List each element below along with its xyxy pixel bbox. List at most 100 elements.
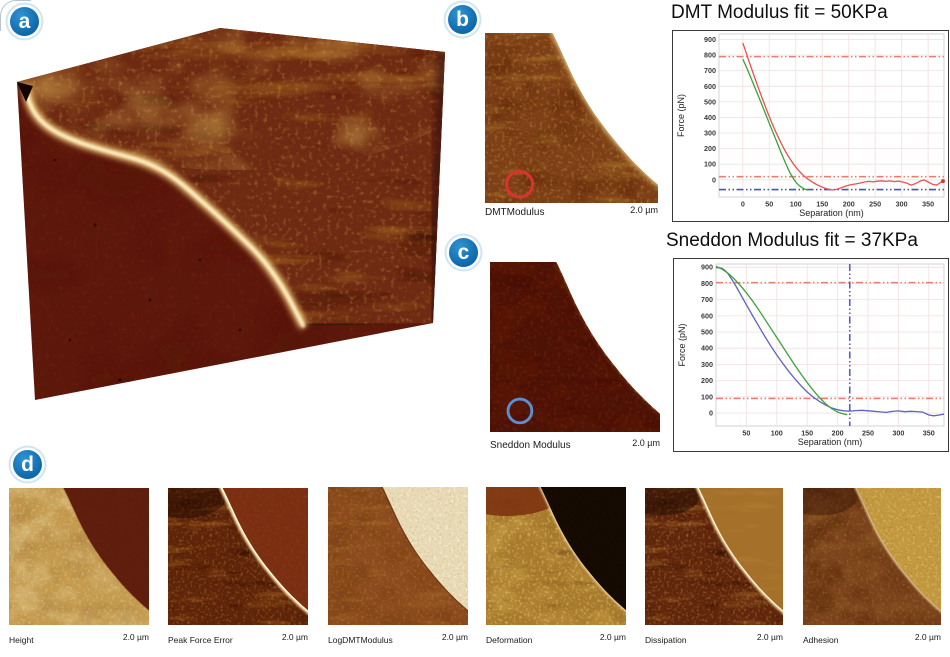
height-scale-bar: 2.0 µm xyxy=(123,627,149,645)
panel-c-scale-bar: 2.0 µm xyxy=(632,433,660,451)
panel-b-image-label: DMTModulus xyxy=(485,207,545,218)
curve-end-marker xyxy=(940,179,945,184)
panel-c-badge-letter: c xyxy=(457,241,470,264)
red-circle-marker xyxy=(505,170,535,199)
x-tick-label: 300 xyxy=(892,429,904,438)
y-tick-label: 500 xyxy=(704,97,716,106)
adhesion-caption: Adhesion 2.0 µm xyxy=(803,627,941,645)
panel-b-badge-letter: b xyxy=(456,8,469,31)
force-curve-series xyxy=(716,266,944,417)
x-tick-label: 100 xyxy=(771,429,783,438)
x-tick-label: 100 xyxy=(790,200,802,209)
afm-3d-topography-image xyxy=(17,28,445,400)
scale-bar-text: 2.0 µm xyxy=(281,632,308,642)
height-afm-image xyxy=(9,488,149,625)
scale-bar-text: 2.0 µm xyxy=(914,632,941,642)
peak-force-error-scale-bar: 2.0 µm xyxy=(282,627,308,645)
scale-bar-text: 2.0 µm xyxy=(122,632,149,642)
force-curve-series xyxy=(742,42,944,191)
y-tick-label: 600 xyxy=(704,82,716,91)
x-tick-label: 350 xyxy=(922,200,934,209)
scale-bar-text: 2.0 µm xyxy=(756,632,783,642)
panel-d-badge-letter: d xyxy=(21,453,34,476)
deformation-scale-bar: 2.0 µm xyxy=(600,627,626,645)
y-tick-label: 800 xyxy=(704,51,716,60)
blue-circle-marker xyxy=(506,397,534,425)
y-tick-label: 900 xyxy=(701,263,713,272)
dissipation-afm-image xyxy=(645,488,783,625)
panel-c-badge: c xyxy=(449,238,478,267)
scale-bar-text: 2.0 µm xyxy=(441,632,468,642)
sneddon-chart-title: Sneddon Modulus fit = 37KPa xyxy=(666,230,918,251)
x-tick-label: 200 xyxy=(832,429,844,438)
x-tick-label: 150 xyxy=(801,429,813,438)
height-label: Height xyxy=(9,635,34,645)
y-tick-label: 200 xyxy=(701,376,713,385)
x-tick-label: 300 xyxy=(896,200,908,209)
y-tick-label: 0 xyxy=(712,175,716,184)
height-caption: Height 2.0 µm xyxy=(9,627,149,645)
x-tick-label: 250 xyxy=(869,200,881,209)
y-tick-label: 300 xyxy=(704,129,716,138)
adhesion-scale-bar: 2.0 µm xyxy=(915,627,941,645)
panel-c-image-label: Sneddon Modulus xyxy=(490,440,571,451)
y-tick-label: 600 xyxy=(701,311,713,320)
panel-a-badge-letter: a xyxy=(18,10,31,33)
figure-rounded-corner xyxy=(0,0,31,31)
Sneddon-fit-series xyxy=(716,265,848,416)
log-dmt-modulus-label: LogDMTModulus xyxy=(328,635,393,645)
panel-c-caption: Sneddon Modulus 2.0 µm xyxy=(490,433,660,451)
y-tick-label: 900 xyxy=(704,35,716,44)
x-tick-label: 0 xyxy=(741,200,745,209)
dmt-modulus-afm-image xyxy=(485,33,658,203)
y-tick-label: 500 xyxy=(701,328,713,337)
dissipation-label: Dissipation xyxy=(645,635,687,645)
dmt-force-curve-chart: 0 50 100 150 200 250 300 350 0 100 200 300 400 500 600… xyxy=(672,30,949,222)
scale-bar-text: 2.0 µm xyxy=(599,632,626,642)
panel-a-badge: a xyxy=(10,7,39,36)
y-tick-label: 800 xyxy=(701,279,713,288)
plot-area xyxy=(715,263,945,427)
y-tick-label: 200 xyxy=(704,144,716,153)
log-dmt-modulus-caption: LogDMTModulus 2.0 µm xyxy=(328,627,468,645)
panel-d-badge: d xyxy=(13,450,42,479)
y-tick-label: 100 xyxy=(701,392,713,401)
x-tick-label: 250 xyxy=(862,429,874,438)
peak-force-error-label: Peak Force Error xyxy=(168,635,233,645)
x-tick-label: 150 xyxy=(816,200,828,209)
panel-b-scale-bar: 2.0 µm xyxy=(630,200,658,218)
plot-area xyxy=(718,33,945,198)
y-tick-label: 300 xyxy=(701,360,713,369)
peak-force-error-caption: Peak Force Error 2.0 µm xyxy=(168,627,308,645)
panel-b-caption: DMTModulus 2.0 µm xyxy=(485,200,658,218)
deformation-label: Deformation xyxy=(486,635,533,645)
panel-b-badge: b xyxy=(448,5,477,34)
y-tick-label: 700 xyxy=(704,66,716,75)
dmt-chart-title: DMT Modulus fit = 50KPa xyxy=(671,2,888,23)
x-tick-label: 350 xyxy=(923,429,935,438)
adhesion-label: Adhesion xyxy=(803,635,839,645)
scale-bar-text: 2.0 µm xyxy=(630,205,658,215)
deformation-caption: Deformation 2.0 µm xyxy=(486,627,626,645)
deformation-afm-image xyxy=(486,487,626,625)
y-tick-label: 0 xyxy=(709,409,713,418)
corner-notch xyxy=(17,82,33,102)
force-separation-plot: 50 100 150 200 250 300 350 0 100 200 300 400 500 600 7… xyxy=(677,263,945,447)
sneddon-force-curve-chart: 50 100 150 200 250 300 350 0 100 200 300 400 500 600 7… xyxy=(673,258,949,452)
log-dmt-modulus-afm-image xyxy=(328,487,468,625)
x-tick-label: 50 xyxy=(765,200,773,209)
DMT-fit-series xyxy=(742,58,809,191)
scale-bar-text: 2.0 µm xyxy=(632,438,660,448)
y-axis-label: Force (pN) xyxy=(676,94,686,137)
y-tick-label: 400 xyxy=(704,113,716,122)
dissipation-caption: Dissipation 2.0 µm xyxy=(645,627,783,645)
y-tick-label: 700 xyxy=(701,295,713,304)
peak-force-error-afm-image xyxy=(168,488,308,625)
log-dmt-modulus-scale-bar: 2.0 µm xyxy=(442,627,468,645)
sneddon-modulus-afm-image xyxy=(490,262,660,432)
y-tick-label: 400 xyxy=(701,344,713,353)
adhesion-afm-image xyxy=(803,488,941,625)
x-tick-label: 200 xyxy=(843,200,855,209)
dissipation-scale-bar: 2.0 µm xyxy=(757,627,783,645)
y-axis-label: Force (pN) xyxy=(677,323,687,366)
